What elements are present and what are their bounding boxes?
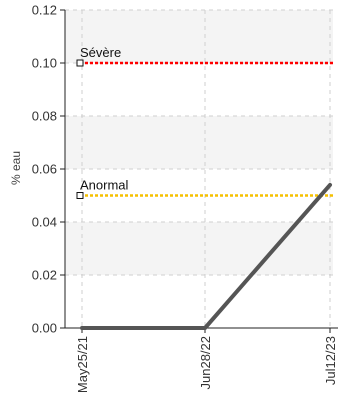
y-tick-label: 0.04 <box>32 215 57 230</box>
threshold-label: Anormal <box>80 178 129 193</box>
y-tick-label: 0.06 <box>32 162 57 177</box>
series-line <box>80 182 332 330</box>
threshold-lines: Sévère Anormal <box>76 45 333 199</box>
x-tick-label: Jul12/23 <box>323 336 338 385</box>
background-band <box>65 116 333 169</box>
series-lines <box>80 182 332 330</box>
x-tick-label: May25/21 <box>75 336 90 393</box>
gridlines <box>65 9 333 328</box>
y-tick-label: 0.02 <box>32 268 57 283</box>
y-tick-label: 0.00 <box>32 321 57 336</box>
background-band <box>65 10 333 63</box>
y-tick-label: 0.10 <box>32 56 57 71</box>
x-tick-label: Jun28/22 <box>198 336 213 390</box>
y-tick-label: 0.08 <box>32 109 57 124</box>
y-axis-title: % eau <box>9 151 23 185</box>
axis-labels: 0.00 0.02 0.04 0.06 0.08 0.10 0.12 May25/21 Jun2… <box>32 3 338 394</box>
y-tick-label: 0.12 <box>32 3 57 18</box>
threshold-label: Sévère <box>80 45 121 60</box>
threshold-marker <box>76 192 84 199</box>
threshold-marker <box>76 59 84 67</box>
